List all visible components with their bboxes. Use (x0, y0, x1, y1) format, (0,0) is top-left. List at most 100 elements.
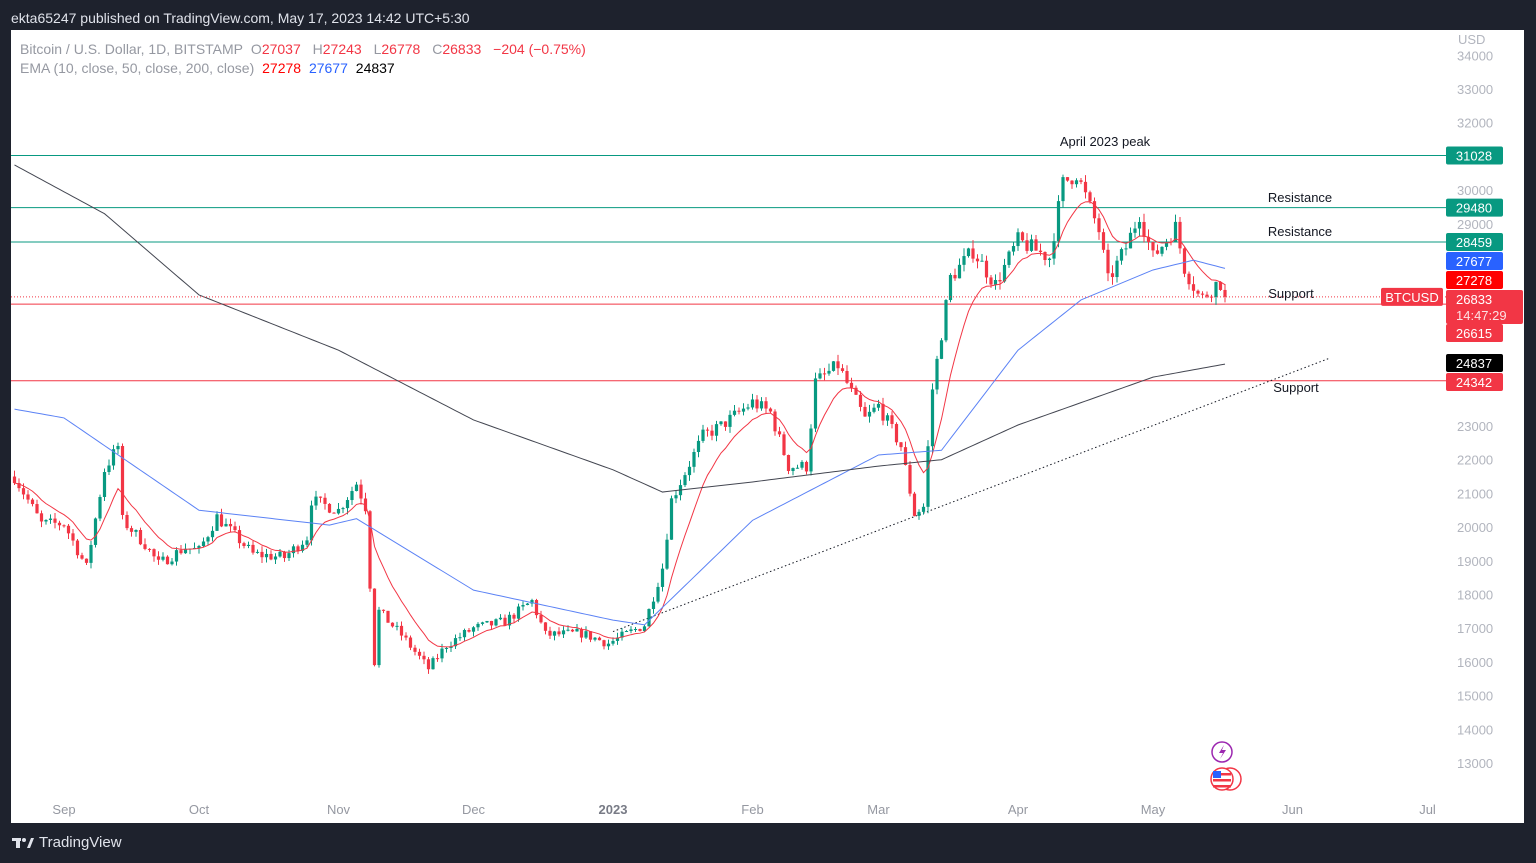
candle-body (440, 648, 444, 659)
candle-body (336, 508, 341, 514)
candle-body (233, 526, 237, 531)
candle (282, 550, 287, 562)
candle-body (417, 651, 422, 656)
candle (1164, 238, 1169, 251)
candle (737, 407, 741, 415)
candle-body (1142, 221, 1146, 237)
candle-body (1002, 264, 1007, 282)
candle (674, 490, 678, 504)
candle (120, 443, 125, 520)
candle (899, 441, 903, 451)
candle (665, 533, 669, 570)
candle-body (980, 260, 984, 262)
candle-body (201, 541, 206, 547)
candle (561, 626, 566, 639)
candle (831, 361, 836, 372)
candle-body (120, 445, 125, 515)
candle-body (327, 503, 332, 513)
candle (773, 409, 777, 436)
candle-body (566, 629, 570, 631)
candle (134, 529, 138, 537)
candle (471, 626, 476, 637)
candle (431, 656, 435, 670)
candle-body (1052, 241, 1056, 259)
annotation-resistance: Resistance (1268, 224, 1332, 239)
candle (125, 511, 129, 531)
candle-body (395, 625, 399, 627)
price-tag-resistance-text: 29480 (1456, 201, 1492, 216)
candle (453, 634, 458, 649)
chart-panel[interactable]: 13000 14000 15000 16000 17000 18000 19000 20000… (11, 30, 1524, 823)
candle-body (1137, 221, 1142, 229)
candle-body (629, 629, 633, 632)
candle-body (795, 467, 800, 469)
candle (651, 597, 656, 614)
candle (12, 470, 17, 485)
candle-body (1218, 281, 1223, 290)
candle-body (372, 588, 377, 666)
candle-body (575, 628, 579, 632)
symbol-title[interactable]: Bitcoin / U.S. Dollar, 1D, BITSTAMP (20, 41, 244, 57)
candle (894, 422, 899, 446)
candle (39, 510, 44, 528)
price-chart[interactable]: 13000 14000 15000 16000 17000 18000 19000 20000… (11, 30, 1524, 823)
candle-body (1074, 180, 1079, 185)
candle-body (1092, 201, 1097, 219)
candle-body (1128, 232, 1133, 249)
x-tick-label: May (1141, 802, 1166, 817)
candle (539, 610, 543, 624)
candle (998, 272, 1002, 290)
candle-body (318, 496, 323, 498)
candle (579, 627, 584, 643)
candle-body (408, 637, 413, 648)
candle (624, 630, 629, 633)
candle (62, 524, 66, 528)
candle-body (84, 558, 89, 563)
candle (224, 518, 228, 527)
candle-body (557, 631, 561, 635)
candle (881, 397, 885, 426)
ema-title[interactable]: EMA (10, close, 50, close, 200, close) (20, 60, 255, 76)
candle-body (48, 518, 53, 520)
candle (908, 461, 912, 497)
candle-body (210, 530, 215, 538)
candle (197, 544, 201, 554)
x-tick-label: 2023 (599, 802, 628, 817)
candle-body (386, 610, 390, 623)
candle (57, 520, 62, 531)
candle (984, 255, 989, 284)
candle (1047, 257, 1052, 268)
candle (692, 448, 696, 473)
candle (53, 513, 57, 529)
candle (786, 454, 791, 475)
candle-body (62, 525, 66, 527)
candle (381, 609, 386, 614)
candle (710, 424, 714, 441)
candle-body (93, 518, 98, 545)
candle-body (273, 556, 278, 560)
candle-body (534, 600, 539, 616)
ema50-price-tag-text: 27677 (1456, 254, 1492, 269)
candle-body (512, 614, 516, 619)
candle-body (809, 428, 813, 472)
y-tick-label: 13000 (1457, 756, 1493, 771)
candle-body (872, 407, 876, 412)
candle-body (1124, 248, 1128, 250)
y-tick-label: 21000 (1457, 486, 1493, 501)
candle-body (129, 528, 134, 532)
ema10-price-tag (1446, 271, 1503, 289)
candle-body (30, 499, 35, 505)
candle-body (588, 631, 593, 640)
candle (980, 254, 984, 262)
candle (129, 525, 134, 537)
candle (84, 558, 89, 565)
candle (233, 521, 237, 533)
candle-body (75, 540, 80, 556)
candle-body (431, 658, 435, 670)
candle-body (597, 637, 602, 641)
tradingview-brand[interactable]: TradingView (12, 834, 122, 851)
ema10-price-tag-text: 27278 (1456, 273, 1492, 288)
candle (467, 627, 471, 633)
candle (237, 525, 242, 549)
candle (836, 354, 840, 375)
